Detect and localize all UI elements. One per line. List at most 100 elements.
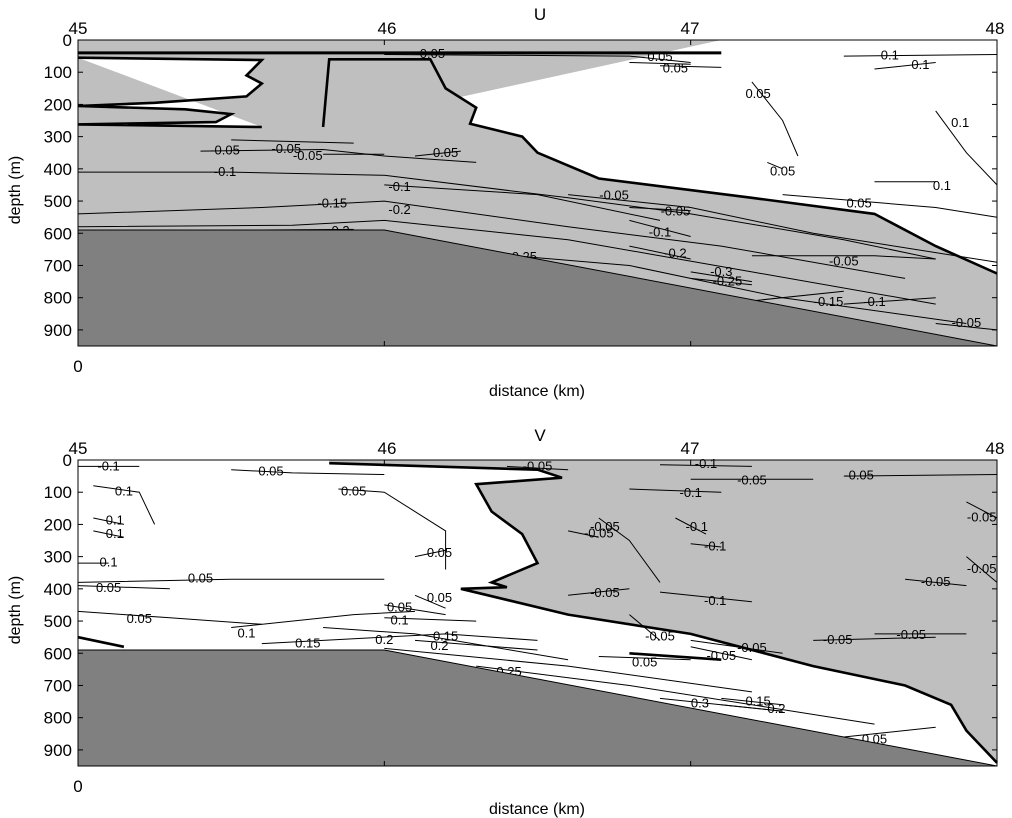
contour-label: 0.2	[375, 632, 393, 647]
contour-label: -0.05	[415, 46, 445, 61]
contour-line	[200, 148, 477, 163]
contour-line	[690, 277, 752, 286]
positive-pocket	[78, 57, 262, 128]
contour-label: 0.3	[691, 696, 709, 711]
contour-line	[843, 474, 998, 477]
y-tick-label: 500	[44, 612, 72, 631]
contour-label: -0.05	[967, 561, 997, 576]
contour-label: -0.05	[823, 632, 853, 647]
panel-title: V	[534, 426, 546, 445]
contour-line	[414, 639, 538, 651]
contour-label: -0.05	[293, 148, 323, 163]
y-tick-label: 200	[44, 515, 72, 534]
contour-line	[93, 485, 156, 525]
contour-label: 0.1	[911, 57, 929, 72]
contour-label: 0.15	[745, 694, 770, 709]
contour-label: -0.05	[829, 254, 859, 269]
contour-label: 0.1	[881, 48, 899, 63]
contour-label: -0.2	[388, 202, 410, 217]
contour-label: 0.15	[433, 629, 458, 644]
contour-line	[414, 549, 446, 558]
y-axis-label: depth (m)	[7, 576, 24, 644]
contour-label: -0.05	[590, 519, 620, 534]
contour-line	[77, 578, 385, 583]
contour-label: 0.1	[237, 625, 255, 640]
contour-line	[659, 591, 752, 603]
u-panel: U -0.05 -0.05-0.05 0.05-0.1-0.1-0.15 -0.2-0…	[7, 5, 1004, 400]
top-tick-label: 47	[681, 19, 700, 38]
x-tick-label: 0	[73, 357, 82, 376]
contour-label: -0.1	[686, 519, 708, 534]
contour-line	[598, 656, 691, 661]
contour-label: -0.05	[737, 472, 767, 487]
y-tick-label: 300	[44, 128, 72, 147]
contour-label: 0.05	[745, 86, 770, 101]
contour-line	[231, 139, 354, 144]
contour-line	[721, 697, 783, 706]
contour-line	[721, 704, 783, 712]
contour-line	[93, 530, 125, 538]
zero-contour-line	[321, 57, 998, 275]
contour-line	[782, 194, 998, 218]
contour-label: 0.05	[387, 600, 412, 615]
zero-contour-line	[629, 652, 722, 661]
contour-label: 0.05	[433, 145, 458, 160]
contour-label: -0.05	[896, 627, 926, 642]
contour-line	[905, 578, 967, 587]
contour-label: 0.2	[430, 638, 448, 653]
contour-line	[231, 610, 416, 628]
contour-label: 0.1	[100, 555, 118, 570]
contour-label: -0.15	[317, 196, 347, 211]
panel-title: U	[534, 5, 546, 24]
contour-label: 0.1	[115, 484, 133, 499]
contour-line	[567, 530, 599, 538]
zero-contour-line	[77, 635, 125, 649]
y-tick-label: 0	[63, 451, 72, 470]
y-tick-label: 700	[44, 676, 72, 695]
top-tick-label: 45	[69, 439, 88, 458]
top-tick-label: 47	[681, 439, 700, 458]
y-tick-label: 600	[44, 644, 72, 663]
y-tick-label: 700	[44, 256, 72, 275]
contour-label: 0.05	[632, 654, 657, 669]
contour-line	[414, 594, 446, 609]
contour-line	[629, 219, 691, 237]
contour-label: -0.2	[664, 246, 686, 261]
contour-line	[675, 517, 707, 535]
top-tick-label: 46	[378, 19, 397, 38]
contour-line	[384, 604, 446, 616]
top-tick-label: 46	[378, 439, 397, 458]
plot-area: -0.05-0.05-0.050.05-0.1-0.1-0.15-0.2-0.2…	[44, 31, 998, 347]
contour-line	[690, 271, 752, 283]
contour-line	[93, 517, 125, 525]
plot-area: 0.050.050.05-0.10.10.10.10.10.050.050.05…	[44, 451, 998, 767]
contour-line	[813, 636, 936, 641]
y-tick-label: 100	[44, 483, 72, 502]
y-tick-label: 900	[44, 321, 72, 340]
negative-region	[329, 460, 997, 766]
contour-line	[384, 54, 691, 63]
contour-label: -0.05	[523, 459, 553, 474]
contour-line	[323, 627, 569, 661]
contour-line	[690, 646, 753, 661]
contour-line	[966, 501, 998, 519]
contour-label: -0.1	[679, 485, 701, 500]
contour-label: -0.1	[695, 456, 717, 471]
x-axis-label: distance (km)	[489, 383, 585, 400]
contour-label: -0.05	[921, 574, 951, 589]
x-axis-label: distance (km)	[489, 801, 585, 818]
contour-label: -0.05	[661, 204, 691, 219]
y-tick-label: 800	[44, 709, 72, 728]
contour-label: 0.1	[951, 115, 969, 130]
contour-line	[966, 556, 998, 583]
contour-label: -0.05	[210, 143, 240, 158]
y-tick-label: 500	[44, 192, 72, 211]
contour-line	[231, 469, 385, 475]
y-tick-label: 100	[44, 63, 72, 82]
contour-line	[629, 207, 691, 212]
contour-line	[767, 161, 783, 170]
contour-line	[751, 81, 799, 157]
contour-label: -0.05	[967, 509, 997, 524]
contour-line	[568, 588, 630, 596]
contour-line	[843, 726, 936, 738]
